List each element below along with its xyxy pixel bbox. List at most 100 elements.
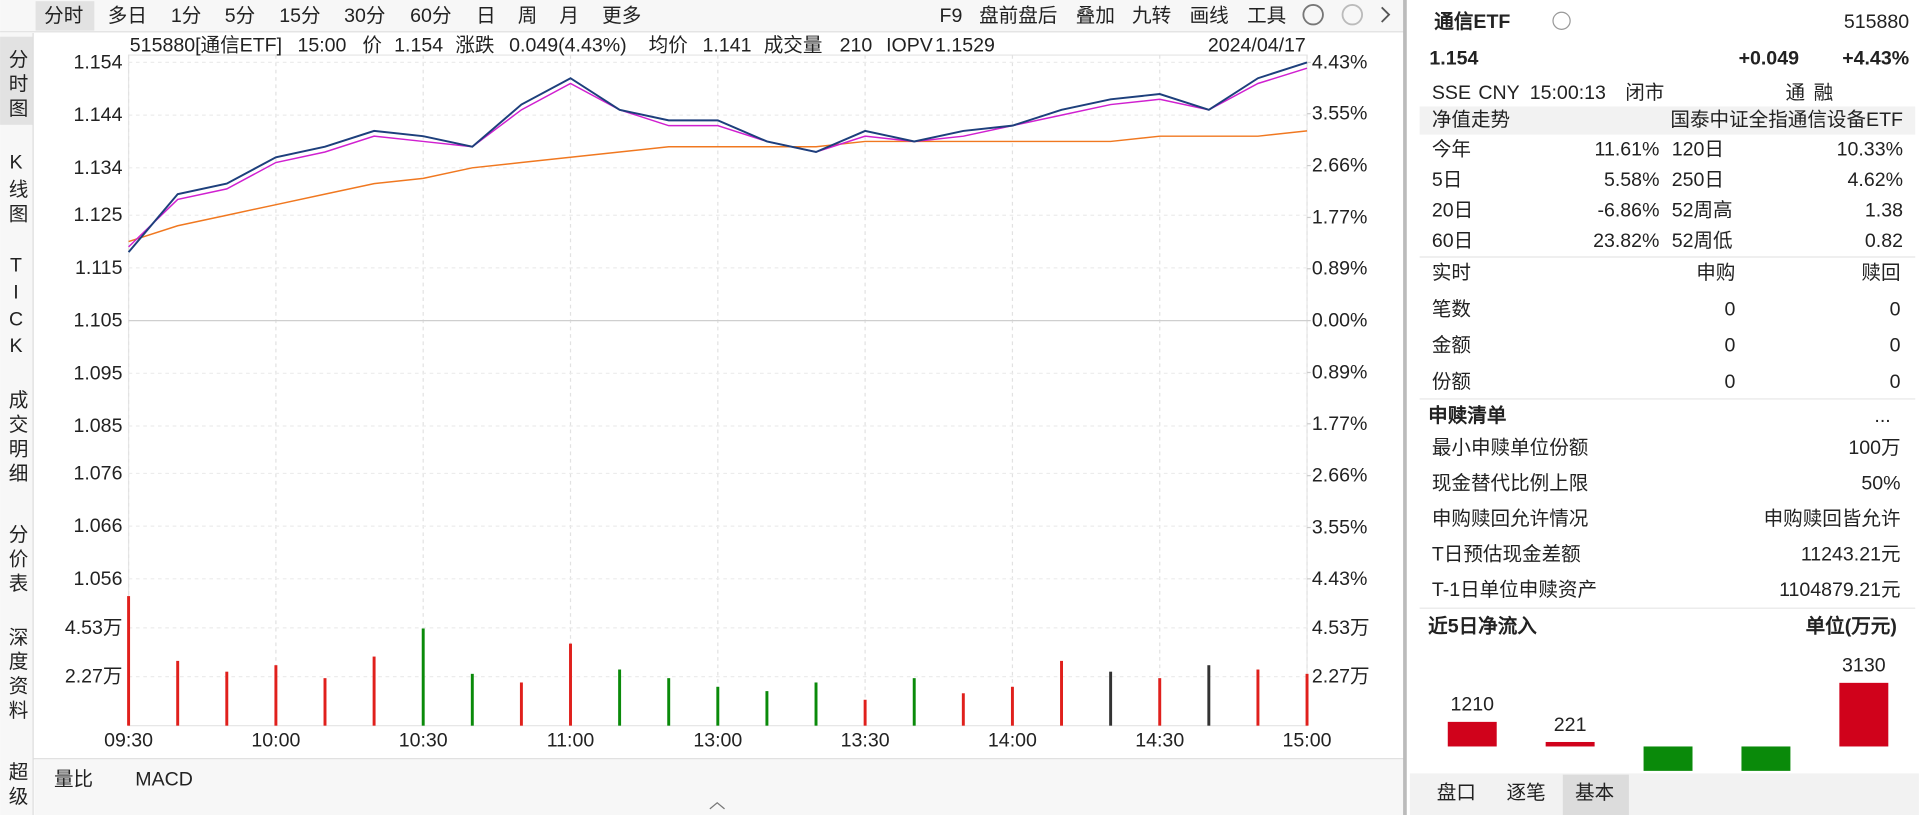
flow-bar: [1839, 682, 1889, 747]
side-tab[interactable]: 分时图: [5, 49, 28, 122]
realtime-value: 0: [1890, 335, 1901, 357]
info-volume: 210: [840, 34, 873, 56]
quote-status: 闭市: [1625, 82, 1664, 104]
y2-tick-label: 4.43%: [1312, 51, 1367, 73]
volume-bar: [421, 628, 425, 726]
tool-button[interactable]: 工具: [1247, 5, 1286, 27]
volume-tick-label: 4.53万: [65, 617, 123, 639]
y-tick-label: 1.125: [74, 204, 123, 226]
info-label: 成交量: [764, 34, 823, 56]
redemption-label: 最小申赎单位份额: [1432, 437, 1589, 459]
section-title: 近5日净流入: [1428, 615, 1537, 638]
stat-label: 20日: [1432, 199, 1473, 221]
quote-name: 通信ETF: [1434, 10, 1510, 33]
volume-bar: [667, 678, 671, 726]
y2-tick-label: 1.77%: [1312, 413, 1367, 435]
info-label: 涨跌: [455, 34, 494, 56]
redemption-value: 申购赎回皆允许: [1764, 508, 1901, 530]
quote-tag: 融: [1814, 82, 1834, 104]
right-tab[interactable]: 逐笔: [1507, 782, 1546, 804]
stat-label: 5日: [1432, 169, 1462, 191]
realtime-header: 实时: [1432, 262, 1471, 284]
flow-unit: 单位(万元): [1806, 615, 1897, 638]
bottom-tab[interactable]: 量比: [54, 769, 93, 791]
volume-bar: [225, 671, 229, 726]
info-icon[interactable]: [1552, 11, 1571, 30]
period-tab[interactable]: 日: [476, 5, 496, 27]
info-date: 2024/04/17: [1208, 34, 1306, 56]
side-tab[interactable]: K线图: [5, 152, 28, 228]
price-line: [127, 61, 1308, 253]
tool-button[interactable]: F9: [940, 5, 963, 27]
period-tab[interactable]: 30分: [344, 5, 385, 27]
info-time: 15:00: [297, 34, 346, 56]
period-tab[interactable]: 月: [559, 5, 579, 27]
expand-icon[interactable]: [1381, 6, 1391, 23]
volume-bar: [716, 686, 720, 726]
nav-row-bg: [1419, 106, 1916, 135]
volume-tick-label: 4.53万: [1312, 617, 1370, 639]
help-icon[interactable]: [1341, 3, 1364, 26]
active-right-tab-bg: [1562, 774, 1629, 815]
nav-label[interactable]: 净值走势: [1432, 109, 1510, 131]
redemption-label: 现金替代比例上限: [1432, 472, 1589, 494]
info-label: 均价: [649, 34, 688, 56]
tool-button[interactable]: 画线: [1190, 5, 1229, 27]
x-tick-label: 13:30: [841, 729, 890, 751]
y-tick-label: 1.076: [74, 462, 123, 484]
flow-bar: [1447, 721, 1497, 747]
redemption-label: T-1日单位申赎资产: [1432, 579, 1597, 601]
period-tab[interactable]: 周: [518, 5, 538, 27]
y-tick-label: 1.144: [74, 104, 123, 126]
right-tab[interactable]: 基本: [1575, 782, 1614, 804]
stat-label: 120日: [1672, 138, 1724, 160]
period-tab[interactable]: 多日: [108, 5, 147, 27]
side-tab[interactable]: 分价表: [5, 524, 28, 597]
y-tick-label: 1.095: [74, 362, 123, 384]
price-line: [128, 67, 1308, 248]
quote-change: +0.049: [1739, 48, 1799, 70]
period-tab[interactable]: 5分: [225, 5, 255, 27]
tool-button[interactable]: 九转: [1132, 5, 1171, 27]
period-tab[interactable]: 15分: [279, 5, 320, 27]
stat-label: 今年: [1432, 138, 1471, 160]
realtime-value: 0: [1724, 335, 1735, 357]
period-tab[interactable]: 分时: [44, 5, 83, 27]
collapse-icon[interactable]: [709, 801, 725, 810]
x-tick-label: 14:30: [1135, 729, 1184, 751]
right-tab[interactable]: 盘口: [1437, 782, 1476, 804]
volume-bar: [1109, 671, 1113, 726]
stat-value: 10.33%: [1837, 138, 1903, 160]
y-tick-label: 1.134: [74, 157, 123, 179]
toolbar-bg: [0, 0, 1405, 32]
tool-button[interactable]: 叠加: [1076, 5, 1115, 27]
side-tab[interactable]: 成交明细: [5, 389, 28, 487]
quote-currency: CNY: [1478, 82, 1519, 104]
settings-icon[interactable]: [1302, 3, 1324, 26]
y2-tick-label: 2.66%: [1312, 155, 1367, 177]
volume-tick-label: 2.27万: [65, 666, 123, 688]
stat-label: 60日: [1432, 230, 1473, 252]
flow-bar: [1545, 741, 1595, 747]
more-button[interactable]: ...: [1874, 405, 1890, 427]
nav-index: 国泰中证全指通信设备ETF: [1670, 109, 1903, 131]
tool-button[interactable]: 盘前盘后: [979, 5, 1057, 27]
y2-tick-label: 2.66%: [1312, 465, 1367, 487]
y-tick-label: 1.105: [74, 310, 123, 332]
quote-exchange: SSE: [1432, 82, 1471, 104]
period-tab[interactable]: 60分: [410, 5, 451, 27]
stat-label: 52周低: [1672, 230, 1733, 252]
period-tab[interactable]: 1分: [171, 5, 201, 27]
period-tab[interactable]: 更多: [602, 5, 641, 27]
active-tab-bg: [35, 1, 95, 31]
side-tab[interactable]: 深度资料: [5, 627, 28, 725]
volume-bar: [912, 678, 916, 726]
side-tab[interactable]: TICK: [5, 255, 27, 363]
volume-bar: [470, 673, 474, 726]
stat-value: 1.38: [1865, 199, 1903, 221]
y2-tick-label: 0.89%: [1312, 361, 1367, 383]
realtime-header: 申购: [1696, 262, 1735, 284]
bottom-tab[interactable]: MACD: [135, 769, 193, 791]
side-tab[interactable]: 超级: [5, 761, 28, 810]
volume-bar: [765, 691, 769, 726]
